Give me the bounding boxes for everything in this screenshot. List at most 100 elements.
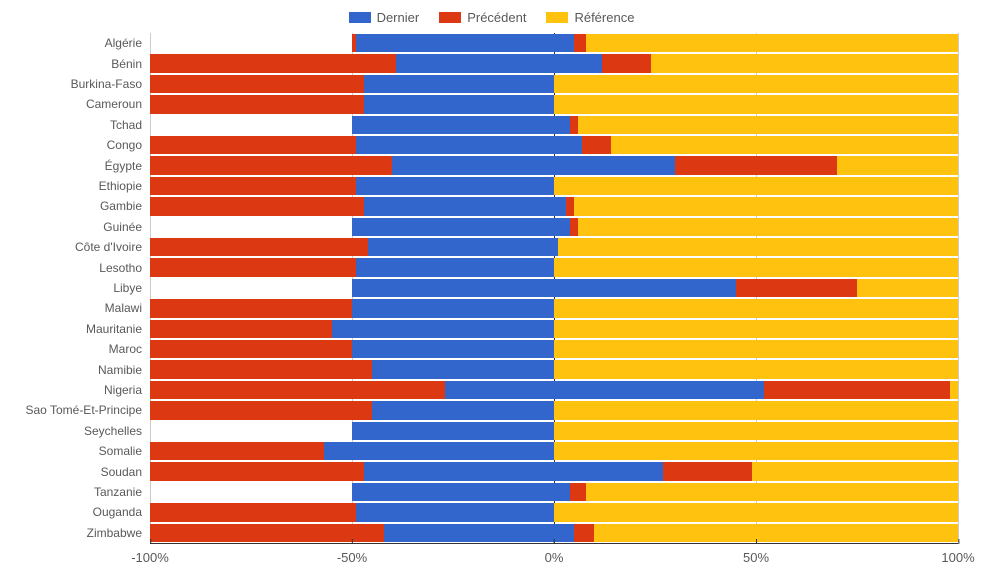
bar-segment-precedent xyxy=(150,136,356,154)
bar-segment-dernier xyxy=(356,136,554,154)
bar-track xyxy=(150,278,958,298)
chart-row: Mauritanie xyxy=(150,319,958,339)
bar-segment-reference xyxy=(554,320,958,338)
bar-segment-precedent xyxy=(150,156,392,174)
chart-container: Dernier Précédent Référence AlgérieBénin… xyxy=(10,10,973,574)
bar-segment-dernier xyxy=(554,524,574,542)
bar-segment-dernier xyxy=(554,197,566,215)
category-label: Sao Tomé-Et-Principe xyxy=(26,403,151,417)
chart-row: Algérie xyxy=(150,33,958,53)
bar-segment-dernier xyxy=(364,95,554,113)
bar-segment-precedent xyxy=(150,320,332,338)
bar-track xyxy=(150,33,958,53)
bar-segment-precedent xyxy=(150,177,356,195)
legend-item-reference: Référence xyxy=(546,10,634,25)
bar-segment-reference xyxy=(594,524,958,542)
bar-track xyxy=(150,94,958,114)
plot-area: AlgérieBéninBurkina-FasoCamerounTchadCon… xyxy=(150,33,958,543)
chart-row: Nigeria xyxy=(150,380,958,400)
bar-segment-dernier xyxy=(368,238,554,256)
category-label: Somalie xyxy=(99,444,150,458)
bar-segment-dernier xyxy=(445,381,554,399)
bar-segment-dernier xyxy=(372,360,554,378)
bar-segment-precedent xyxy=(570,218,578,236)
bar-segment-dernier xyxy=(356,34,554,52)
bar-track xyxy=(150,461,958,481)
bar-segment-precedent xyxy=(150,75,364,93)
chart-row: Namibie xyxy=(150,359,958,379)
bar-segment-precedent xyxy=(150,503,356,521)
bar-segment-precedent xyxy=(150,299,352,317)
chart-row: Congo xyxy=(150,135,958,155)
category-label: Maroc xyxy=(109,342,150,356)
bar-segment-reference xyxy=(752,462,958,480)
bar-segment-reference xyxy=(578,116,958,134)
bar-track xyxy=(150,359,958,379)
chart-row: Côte d'Ivoire xyxy=(150,237,958,257)
category-label: Zimbabwe xyxy=(87,526,150,540)
bar-segment-precedent xyxy=(150,381,445,399)
category-label: Namibie xyxy=(98,363,150,377)
category-label: Nigeria xyxy=(104,383,150,397)
bar-segment-dernier xyxy=(554,279,736,297)
bar-segment-dernier xyxy=(332,320,554,338)
bar-track xyxy=(150,217,958,237)
chart-row: Guinée xyxy=(150,217,958,237)
bar-segment-precedent xyxy=(150,340,352,358)
chart-row: Ethiopie xyxy=(150,176,958,196)
bar-track xyxy=(150,135,958,155)
bar-segment-precedent xyxy=(150,360,372,378)
bar-segment-dernier xyxy=(364,75,554,93)
chart-row: Sao Tomé-Et-Principe xyxy=(150,400,958,420)
category-label: Mauritanie xyxy=(86,322,150,336)
bar-segment-dernier xyxy=(384,524,554,542)
category-label: Égypte xyxy=(105,159,150,173)
x-axis: -100%-50%0%50%100% xyxy=(150,543,958,572)
bar-segment-precedent xyxy=(150,258,356,276)
x-axis-tick: -50% xyxy=(337,544,367,565)
bar-segment-reference xyxy=(857,279,958,297)
chart-row: Tchad xyxy=(150,115,958,135)
category-label: Libye xyxy=(113,281,150,295)
category-label: Seychelles xyxy=(84,424,150,438)
bar-track xyxy=(150,155,958,175)
bar-segment-precedent xyxy=(566,197,574,215)
chart-row: Ouganda xyxy=(150,502,958,522)
category-label: Gambie xyxy=(100,199,150,213)
bar-track xyxy=(150,380,958,400)
legend-swatch-reference xyxy=(546,12,568,23)
bar-segment-precedent xyxy=(602,54,650,72)
bar-segment-precedent xyxy=(570,116,578,134)
bar-segment-reference xyxy=(558,238,958,256)
bar-segment-dernier xyxy=(324,442,554,460)
bar-segment-dernier xyxy=(352,422,554,440)
bar-segment-precedent xyxy=(150,524,384,542)
bar-segment-dernier xyxy=(352,340,554,358)
bar-segment-precedent xyxy=(570,483,586,501)
bar-segment-reference xyxy=(554,340,958,358)
category-label: Ouganda xyxy=(93,505,150,519)
bar-track xyxy=(150,298,958,318)
category-label: Guinée xyxy=(103,220,150,234)
bar-segment-dernier xyxy=(352,116,554,134)
bar-track xyxy=(150,421,958,441)
legend-swatch-dernier xyxy=(349,12,371,23)
bar-track xyxy=(150,176,958,196)
bar-segment-dernier xyxy=(356,503,554,521)
bars-area: AlgérieBéninBurkina-FasoCamerounTchadCon… xyxy=(150,33,958,543)
bar-segment-dernier xyxy=(554,116,570,134)
bar-segment-reference xyxy=(554,422,958,440)
legend-label-reference: Référence xyxy=(574,10,634,25)
bar-segment-dernier xyxy=(356,258,554,276)
category-label: Tchad xyxy=(110,118,150,132)
category-label: Congo xyxy=(107,138,150,152)
x-axis-tick: 50% xyxy=(743,544,769,565)
category-label: Burkina-Faso xyxy=(71,77,150,91)
bar-segment-reference xyxy=(651,54,958,72)
chart-row: Tanzanie xyxy=(150,482,958,502)
bar-segment-precedent xyxy=(675,156,837,174)
legend-swatch-precedent xyxy=(439,12,461,23)
bar-segment-dernier xyxy=(554,381,764,399)
legend: Dernier Précédent Référence xyxy=(10,10,973,25)
chart-row: Burkina-Faso xyxy=(150,74,958,94)
